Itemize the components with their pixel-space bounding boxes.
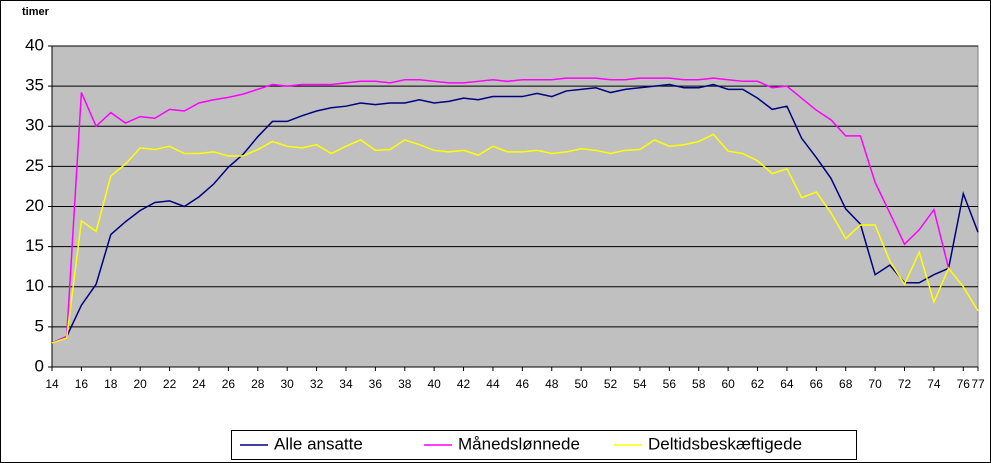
x-tick-label: 28 bbox=[251, 377, 265, 391]
series-line bbox=[51, 83, 979, 344]
x-tick-label: 44 bbox=[486, 377, 500, 391]
x-tick-label: 50 bbox=[574, 377, 588, 391]
x-tick-label: 30 bbox=[280, 377, 294, 391]
x-tick-label: 42 bbox=[457, 377, 471, 391]
y-axis-label: timer bbox=[22, 6, 50, 18]
x-tick-label: 26 bbox=[222, 377, 236, 391]
x-tick-label: 64 bbox=[780, 377, 794, 391]
y-tick-label: 30 bbox=[25, 116, 44, 135]
y-tick-label: 25 bbox=[25, 156, 44, 175]
x-tick-label: 34 bbox=[339, 377, 353, 391]
legend-label: Deltidsbeskæftigede bbox=[648, 434, 802, 453]
x-tick-label: 72 bbox=[898, 377, 912, 391]
x-tick-label: 54 bbox=[633, 377, 647, 391]
x-tick-label: 14 bbox=[45, 377, 59, 391]
legend-label: Alle ansatte bbox=[274, 434, 363, 453]
y-tick-label: 0 bbox=[35, 356, 44, 375]
x-tick-label: 48 bbox=[545, 377, 559, 391]
x-tick-label: 40 bbox=[427, 377, 441, 391]
y-tick-label: 10 bbox=[25, 276, 44, 295]
x-tick-label: 74 bbox=[927, 377, 941, 391]
x-tick-label: 60 bbox=[721, 377, 735, 391]
series-line bbox=[51, 77, 950, 344]
x-tick-label: 32 bbox=[310, 377, 324, 391]
x-tick-label: 68 bbox=[839, 377, 853, 391]
x-tick-label: 66 bbox=[810, 377, 824, 391]
x-tick-label: 22 bbox=[163, 377, 177, 391]
x-tick-label: 56 bbox=[663, 377, 677, 391]
x-tick-label: 77 bbox=[971, 377, 985, 391]
x-tick-label: 62 bbox=[751, 377, 765, 391]
x-tick-label: 52 bbox=[604, 377, 618, 391]
series-line bbox=[51, 133, 979, 344]
legend-box bbox=[231, 430, 857, 460]
y-tick-label: 35 bbox=[25, 76, 44, 95]
x-tick-label: 76 bbox=[957, 377, 971, 391]
x-tick-label: 36 bbox=[369, 377, 383, 391]
x-tick-label: 16 bbox=[75, 377, 89, 391]
y-tick-label: 15 bbox=[25, 236, 44, 255]
y-tick-label: 20 bbox=[25, 196, 44, 215]
x-tick-label: 20 bbox=[134, 377, 148, 391]
y-tick-label: 5 bbox=[35, 316, 44, 335]
y-tick-label: 40 bbox=[25, 35, 44, 54]
x-tick-label: 58 bbox=[692, 377, 706, 391]
x-tick-label: 38 bbox=[398, 377, 412, 391]
x-tick-label: 18 bbox=[104, 377, 118, 391]
x-tick-label: 70 bbox=[868, 377, 882, 391]
x-tick-label: 46 bbox=[516, 377, 530, 391]
x-tick-label: 24 bbox=[192, 377, 206, 391]
legend-label: Månedslønnede bbox=[458, 434, 580, 453]
